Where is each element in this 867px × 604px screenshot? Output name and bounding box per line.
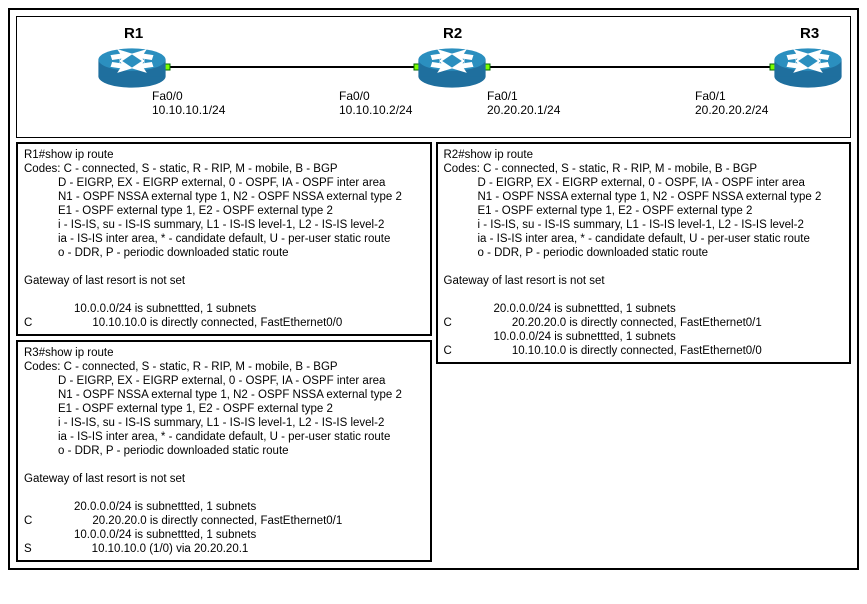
codes-header: Codes: C - connected, S - static, R - RI… — [24, 162, 424, 176]
cmd-line: R3#show ip route — [24, 346, 424, 360]
codes-line: o - DDR, P - periodic downloaded static … — [444, 246, 844, 260]
route-entry: C20.20.20.0 is directly connected, FastE… — [24, 514, 424, 528]
subnet-line: 10.0.0.0/24 is subnettted, 1 subnets — [24, 528, 424, 542]
route-entry: C20.20.20.0 is directly connected, FastE… — [444, 316, 844, 330]
network-link — [487, 66, 773, 68]
gateway-line: Gateway of last resort is not set — [24, 274, 424, 288]
router-label: R2 — [443, 25, 462, 42]
codes-line: ia - IS-IS inter area, * - candidate def… — [444, 232, 844, 246]
route-entry: S10.10.10.0 (1/0) via 20.20.20.1 — [24, 542, 424, 556]
codes-line: E1 - OSPF external type 1, E2 - OSPF ext… — [24, 204, 424, 218]
codes-line: i - IS-IS, su - IS-IS summary, L1 - IS-I… — [24, 218, 424, 232]
router-icon — [97, 47, 167, 85]
router-icon — [417, 47, 487, 85]
subnet-line: 20.0.0.0/24 is subnettted, 1 subnets — [444, 302, 844, 316]
router-label: R3 — [800, 25, 819, 42]
subnet-line: 20.0.0.0/24 is subnettted, 1 subnets — [24, 500, 424, 514]
network-topology: R1 R2 R3 Fa0/010.10.10.1/24Fa0/010. — [16, 16, 851, 138]
route-entry: C10.10.10.0 is directly connected, FastE… — [24, 316, 424, 330]
router-icon — [773, 47, 843, 85]
codes-line: i - IS-IS, su - IS-IS summary, L1 - IS-I… — [444, 218, 844, 232]
codes-line: o - DDR, P - periodic downloaded static … — [24, 444, 424, 458]
codes-line: N1 - OSPF NSSA external type 1, N2 - OSP… — [444, 190, 844, 204]
cmd-line: R2#show ip route — [444, 148, 844, 162]
subnet-line: 10.0.0.0/24 is subnettted, 1 subnets — [24, 302, 424, 316]
codes-header: Codes: C - connected, S - static, R - RI… — [24, 360, 424, 374]
codes-line: o - DDR, P - periodic downloaded static … — [24, 246, 424, 260]
gateway-line: Gateway of last resort is not set — [24, 472, 424, 486]
codes-line: N1 - OSPF NSSA external type 1, N2 - OSP… — [24, 388, 424, 402]
subnet-line: 10.0.0.0/24 is subnettted, 1 subnets — [444, 330, 844, 344]
codes-line: ia - IS-IS inter area, * - candidate def… — [24, 232, 424, 246]
interface-label: Fa0/120.20.20.1/24 — [487, 89, 560, 117]
r2-route-box: R2#show ip routeCodes: C - connected, S … — [436, 142, 852, 364]
route-entry: C10.10.10.0 is directly connected, FastE… — [444, 344, 844, 358]
interface-label: Fa0/010.10.10.2/24 — [339, 89, 412, 117]
codes-header: Codes: C - connected, S - static, R - RI… — [444, 162, 844, 176]
interface-label: Fa0/010.10.10.1/24 — [152, 89, 225, 117]
codes-line: D - EIGRP, EX - EIGRP external, 0 - OSPF… — [444, 176, 844, 190]
diagram-container: R1 R2 R3 Fa0/010.10.10.1/24Fa0/010. — [8, 8, 859, 570]
codes-line: D - EIGRP, EX - EIGRP external, 0 - OSPF… — [24, 374, 424, 388]
codes-line: ia - IS-IS inter area, * - candidate def… — [24, 430, 424, 444]
routing-tables: R1#show ip routeCodes: C - connected, S … — [16, 142, 851, 562]
router-label: R1 — [124, 25, 143, 42]
codes-line: E1 - OSPF external type 1, E2 - OSPF ext… — [444, 204, 844, 218]
codes-line: D - EIGRP, EX - EIGRP external, 0 - OSPF… — [24, 176, 424, 190]
interface-label: Fa0/120.20.20.2/24 — [695, 89, 768, 117]
r3-route-box: R3#show ip routeCodes: C - connected, S … — [16, 340, 432, 562]
gateway-line: Gateway of last resort is not set — [444, 274, 844, 288]
network-link — [167, 66, 417, 68]
codes-line: i - IS-IS, su - IS-IS summary, L1 - IS-I… — [24, 416, 424, 430]
r1-route-box: R1#show ip routeCodes: C - connected, S … — [16, 142, 432, 336]
cmd-line: R1#show ip route — [24, 148, 424, 162]
codes-line: E1 - OSPF external type 1, E2 - OSPF ext… — [24, 402, 424, 416]
codes-line: N1 - OSPF NSSA external type 1, N2 - OSP… — [24, 190, 424, 204]
